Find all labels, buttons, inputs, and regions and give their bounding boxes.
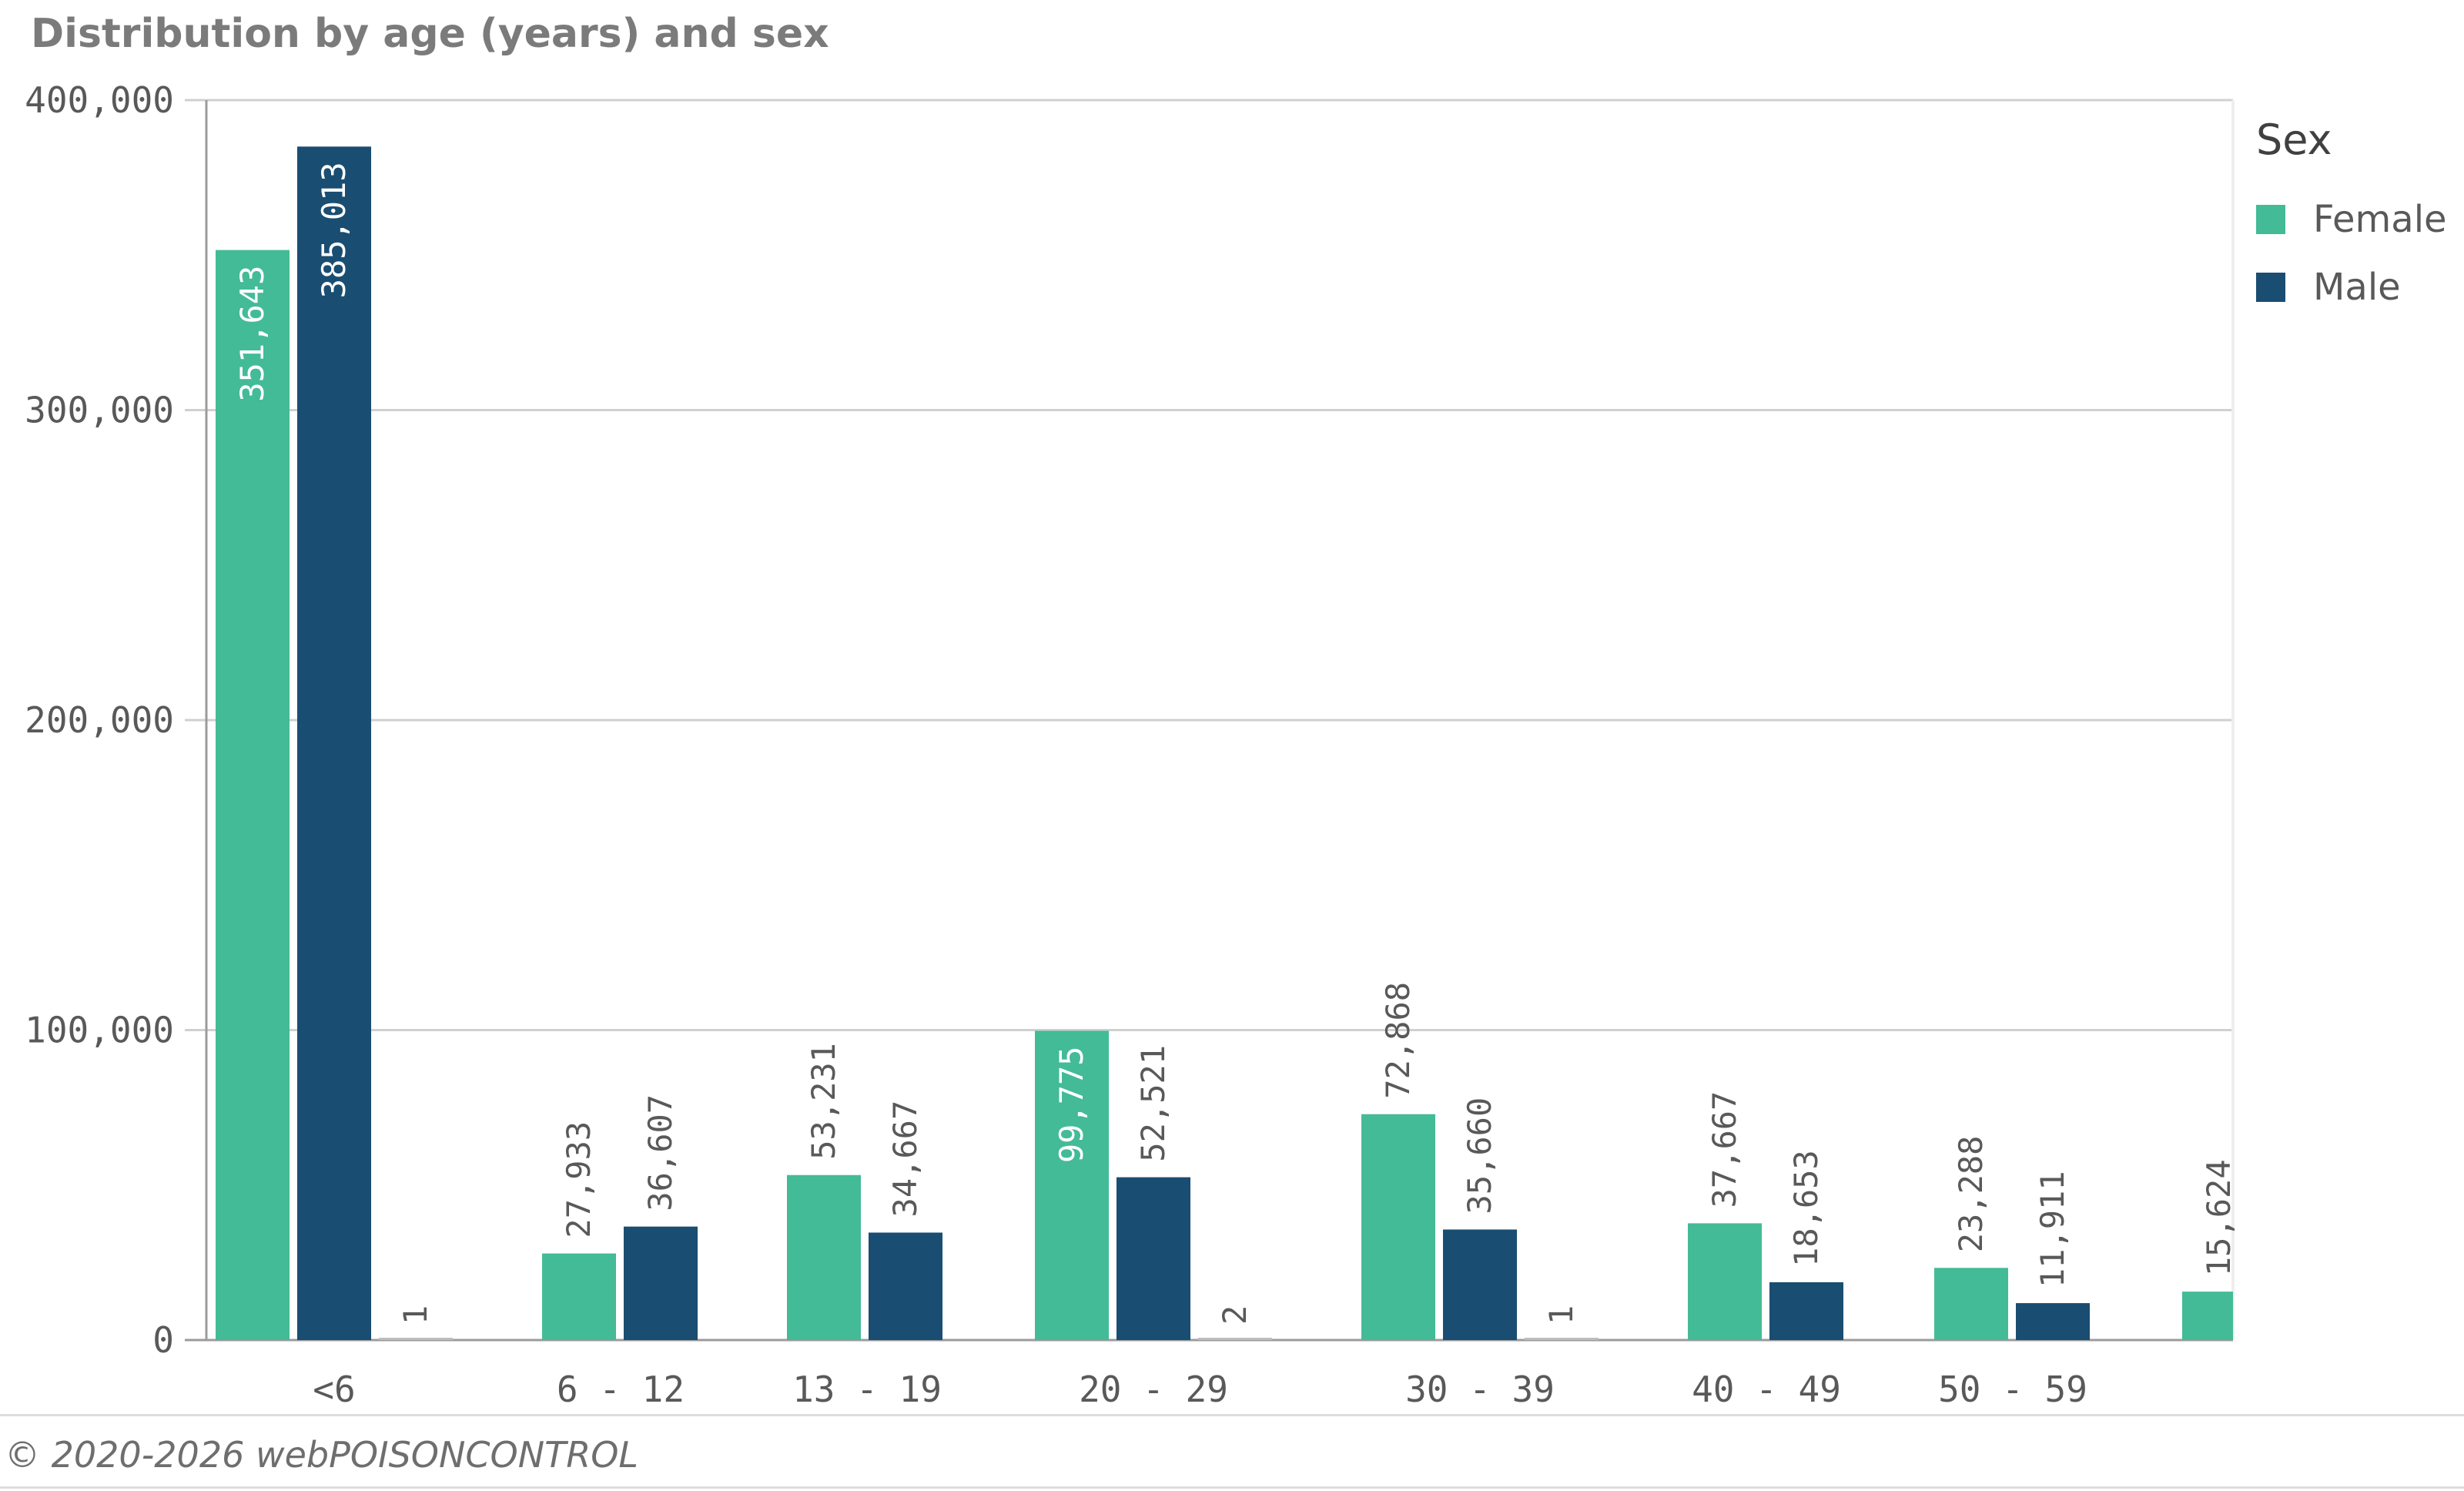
data-label: 37,667 <box>1706 1091 1743 1208</box>
legend-label-female: Female <box>2313 198 2447 241</box>
data-label: 35,660 <box>1461 1097 1498 1215</box>
bar-male <box>1116 1177 1190 1340</box>
y-tick-label: 300,000 <box>25 390 174 431</box>
y-tick-label: 0 <box>152 1319 174 1361</box>
bar-male <box>624 1226 698 1340</box>
bar-female <box>542 1253 616 1340</box>
bar-male <box>2016 1303 2090 1340</box>
data-label: 15,624 <box>2200 1159 2238 1276</box>
chart-title: Distribution by age (years) and sex <box>31 11 829 57</box>
legend-item-male[interactable]: Male <box>2256 266 2447 309</box>
footer-divider <box>0 1414 2464 1416</box>
data-label: 1 <box>1542 1305 1580 1325</box>
data-label: 99,775 <box>1053 1046 1090 1163</box>
bar-female <box>1688 1223 1762 1340</box>
data-label: 2 <box>1216 1305 1254 1325</box>
legend-swatch-male <box>2256 273 2285 302</box>
legend-item-female[interactable]: Female <box>2256 198 2447 241</box>
bar-other <box>1525 1338 1599 1340</box>
x-tick-label: <6 <box>313 1369 355 1410</box>
x-tick-label: 13 - 19 <box>792 1369 942 1410</box>
bar-female <box>216 250 290 1340</box>
data-label: 351,643 <box>233 266 271 402</box>
bar-female <box>1361 1114 1435 1340</box>
bar-male <box>869 1232 942 1340</box>
x-tick-label: 40 - 49 <box>1692 1369 1841 1410</box>
data-label: 18,653 <box>1787 1150 1825 1267</box>
data-label: 385,013 <box>315 162 353 298</box>
data-label: 23,288 <box>1952 1136 1990 1253</box>
data-label: 27,933 <box>560 1121 598 1238</box>
data-label: 53,231 <box>805 1043 842 1160</box>
y-tick-label: 200,000 <box>25 699 174 741</box>
x-tick-label: 20 - 29 <box>1079 1369 1228 1410</box>
footer-copyright: © 2020-2026 webPOISONCONTROL <box>5 1434 639 1476</box>
x-tick-label: 50 - 59 <box>1938 1369 2087 1410</box>
legend: Sex Female Male <box>2256 116 2447 333</box>
legend-label-male: Male <box>2313 266 2401 309</box>
x-tick-label: 6 - 12 <box>557 1369 685 1410</box>
x-tick-label: 30 - 39 <box>1405 1369 1555 1410</box>
bar-female <box>2182 1292 2233 1340</box>
bar-other <box>1198 1338 1272 1340</box>
bar-female <box>1035 1030 1109 1340</box>
data-label: 36,607 <box>641 1094 679 1211</box>
data-label: 11,911 <box>2034 1171 2071 1288</box>
data-label: 1 <box>397 1305 434 1325</box>
bar-male <box>1769 1282 1843 1340</box>
data-label: 72,868 <box>1379 982 1417 1099</box>
bar-female <box>1934 1268 2008 1340</box>
bar-male <box>297 146 371 1341</box>
y-tick-label: 400,000 <box>25 79 174 121</box>
data-label: 52,521 <box>1134 1045 1172 1162</box>
bar-other <box>379 1338 453 1340</box>
bar-female <box>787 1174 861 1340</box>
legend-title: Sex <box>2256 116 2332 164</box>
y-tick-label: 100,000 <box>25 1010 174 1051</box>
legend-swatch-female <box>2256 205 2285 234</box>
bar-male <box>1443 1229 1517 1340</box>
data-label: 34,667 <box>886 1101 924 1218</box>
footer-bottom-divider <box>0 1486 2464 1489</box>
